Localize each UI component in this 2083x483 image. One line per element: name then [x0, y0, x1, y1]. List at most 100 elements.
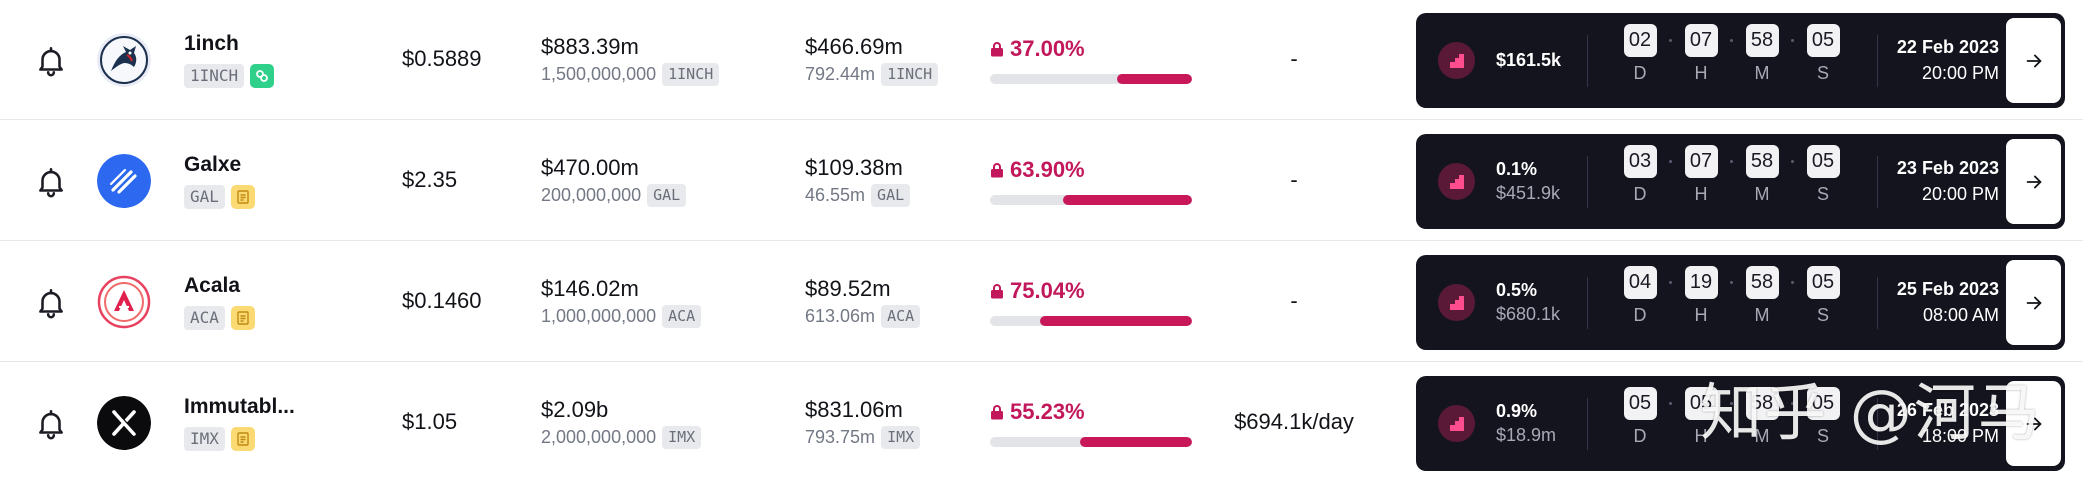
- market-cap: $883.39m: [541, 34, 639, 59]
- countdown-hours-label: H: [1694, 184, 1708, 204]
- table-row[interactable]: Acala ACA $0.1460 $146.02m 1,000,000,000…: [0, 242, 2083, 362]
- circulating-value: $109.38m: [805, 155, 903, 180]
- token-price: $2.35: [402, 167, 458, 192]
- token-symbol-tag: 1INCH: [662, 63, 720, 86]
- market-cap: $470.00m: [541, 155, 639, 180]
- immutable-x-logo-icon: [97, 396, 151, 450]
- lock-icon: [991, 163, 1003, 178]
- unlock-chart-icon: [1438, 284, 1475, 321]
- countdown-days-label: D: [1633, 426, 1647, 446]
- acala-logo-icon: [97, 275, 151, 329]
- next-unlock-value: $451.9k: [1496, 183, 1561, 203]
- countdown-minutes-label: M: [1754, 426, 1770, 446]
- unlocked-percent: 63.90%: [1010, 157, 1085, 182]
- token-name[interactable]: 1inch: [184, 32, 239, 55]
- unlocked-progress-cell: 37.00%: [990, 36, 1194, 84]
- arrow-right-button[interactable]: [2006, 18, 2061, 103]
- token-name-cell: Acala ACA: [184, 274, 384, 330]
- token-name-cell: Immutabl... IMX: [184, 395, 384, 451]
- table-row[interactable]: Immutabl... IMX $1.05 $2.09b 2,000,000,0…: [0, 363, 2083, 483]
- next-unlock-percent: 0.9%: [1496, 401, 1538, 421]
- countdown-seconds-label: S: [1816, 305, 1829, 325]
- bell-icon[interactable]: [34, 44, 68, 78]
- daily-unlock: -: [1290, 46, 1298, 71]
- bell-icon[interactable]: [34, 165, 68, 199]
- market-cap-cell: $146.02m 1,000,000,000 ACA: [541, 276, 702, 328]
- circulating-amount: 613.06m: [805, 306, 876, 326]
- unlocked-progress-fill: [1062, 195, 1192, 205]
- countdown-seconds: 05: [1806, 387, 1840, 420]
- token-symbol-tag: IMX: [881, 426, 921, 449]
- document-icon[interactable]: [230, 427, 255, 451]
- countdown-minutes: 58: [1745, 145, 1779, 178]
- arrow-right-icon: [2026, 417, 2041, 430]
- daily-unlock: -: [1290, 288, 1298, 313]
- countdown-days: 05: [1623, 387, 1657, 420]
- countdown-hours-label: H: [1694, 63, 1708, 83]
- arrow-right-icon: [2026, 54, 2041, 67]
- unlock-chart-icon: [1438, 163, 1475, 200]
- link-icon[interactable]: [250, 64, 275, 88]
- next-unlock-value: $680.1k: [1496, 304, 1561, 324]
- countdown-days: 04: [1623, 266, 1657, 299]
- arrow-right-button[interactable]: [2006, 381, 2061, 466]
- next-unlock-card[interactable]: $161.5k 02 D 07 H 58 M 05 S 22 Feb 2023 20:0…: [1416, 13, 2065, 108]
- token-name[interactable]: Galxe: [184, 153, 242, 176]
- countdown-hours: 05: [1684, 387, 1718, 420]
- countdown-hours-label: H: [1694, 426, 1708, 446]
- lock-icon: [991, 284, 1003, 299]
- countdown-seconds: 05: [1806, 266, 1840, 299]
- countdown-seconds-label: S: [1816, 63, 1829, 83]
- bell-icon[interactable]: [34, 407, 68, 441]
- arrow-right-button[interactable]: [2006, 260, 2061, 345]
- document-icon[interactable]: [230, 306, 255, 330]
- token-name-cell: 1inch 1INCH: [184, 32, 384, 88]
- galxe-logo-icon: [97, 154, 151, 208]
- token-symbol-tag: ACA: [662, 305, 702, 328]
- next-unlock-percent: 0.1%: [1496, 159, 1538, 179]
- unlock-chart-icon: [1438, 405, 1475, 442]
- circulating-amount: 793.75m: [805, 427, 876, 447]
- table-row[interactable]: 1inch 1INCH $0.5889 $883.39m 1,500,000,0…: [0, 0, 2083, 120]
- unlocked-progress-bar: [990, 437, 1192, 447]
- countdown-minutes: 58: [1745, 387, 1779, 420]
- next-unlock-percent: 0.5%: [1496, 280, 1538, 300]
- unlock-time: 20:00 PM: [1921, 63, 1999, 83]
- daily-unlock: $694.1k/day: [1234, 409, 1354, 434]
- document-icon[interactable]: [230, 185, 255, 209]
- next-unlock-card[interactable]: 0.1% $451.9k 03 D 07 H 58 M 05 S 23 Feb 2023…: [1416, 134, 2065, 229]
- arrow-right-icon: [2026, 296, 2041, 309]
- unlocked-progress-fill: [1117, 74, 1192, 84]
- total-supply: 1,500,000,000: [541, 64, 657, 84]
- circulating-amount: 792.44m: [805, 64, 876, 84]
- countdown-seconds: 05: [1806, 24, 1840, 57]
- countdown: 02 D 07 H 58 M 05 S: [1622, 24, 1841, 84]
- countdown-hours: 07: [1684, 145, 1718, 178]
- countdown-minutes-label: M: [1754, 305, 1770, 325]
- token-name[interactable]: Immutabl...: [184, 395, 295, 418]
- unlock-time: 20:00 PM: [1921, 184, 1999, 204]
- countdown-days: 02: [1623, 24, 1657, 57]
- unlocked-progress-cell: 75.04%: [990, 278, 1194, 326]
- bell-icon[interactable]: [34, 286, 68, 320]
- token-symbol-tag: ACA: [881, 305, 921, 328]
- countdown-days: 03: [1623, 145, 1657, 178]
- market-cap-cell: $2.09b 2,000,000,000 IMX: [541, 397, 702, 449]
- table-row[interactable]: Galxe GAL $2.35 $470.00m 200,000,000 GAL …: [0, 121, 2083, 241]
- unlock-time: 18:00 PM: [1921, 426, 1999, 446]
- countdown: 04 D 19 H 58 M 05 S: [1622, 266, 1841, 326]
- circulating-amount: 46.55m: [805, 185, 866, 205]
- next-unlock-card[interactable]: 0.5% $680.1k 04 D 19 H 58 M 05 S 25 Feb 2023…: [1416, 255, 2065, 350]
- token-name[interactable]: Acala: [184, 274, 241, 297]
- countdown-hours-label: H: [1694, 305, 1708, 325]
- next-unlock-card[interactable]: 0.9% $18.9m 05 D 05 H 58 M 05 S 26 Feb 2023 …: [1416, 376, 2065, 471]
- countdown-hours: 19: [1684, 266, 1718, 299]
- arrow-right-button[interactable]: [2006, 139, 2061, 224]
- countdown-days-label: D: [1633, 305, 1647, 325]
- unlocked-progress-fill: [1080, 437, 1192, 447]
- unlock-date: 25 Feb 2023: [1896, 279, 1999, 299]
- unlocked-progress-fill: [1040, 316, 1192, 326]
- countdown-minutes: 58: [1745, 24, 1779, 57]
- countdown-days-label: D: [1633, 63, 1647, 83]
